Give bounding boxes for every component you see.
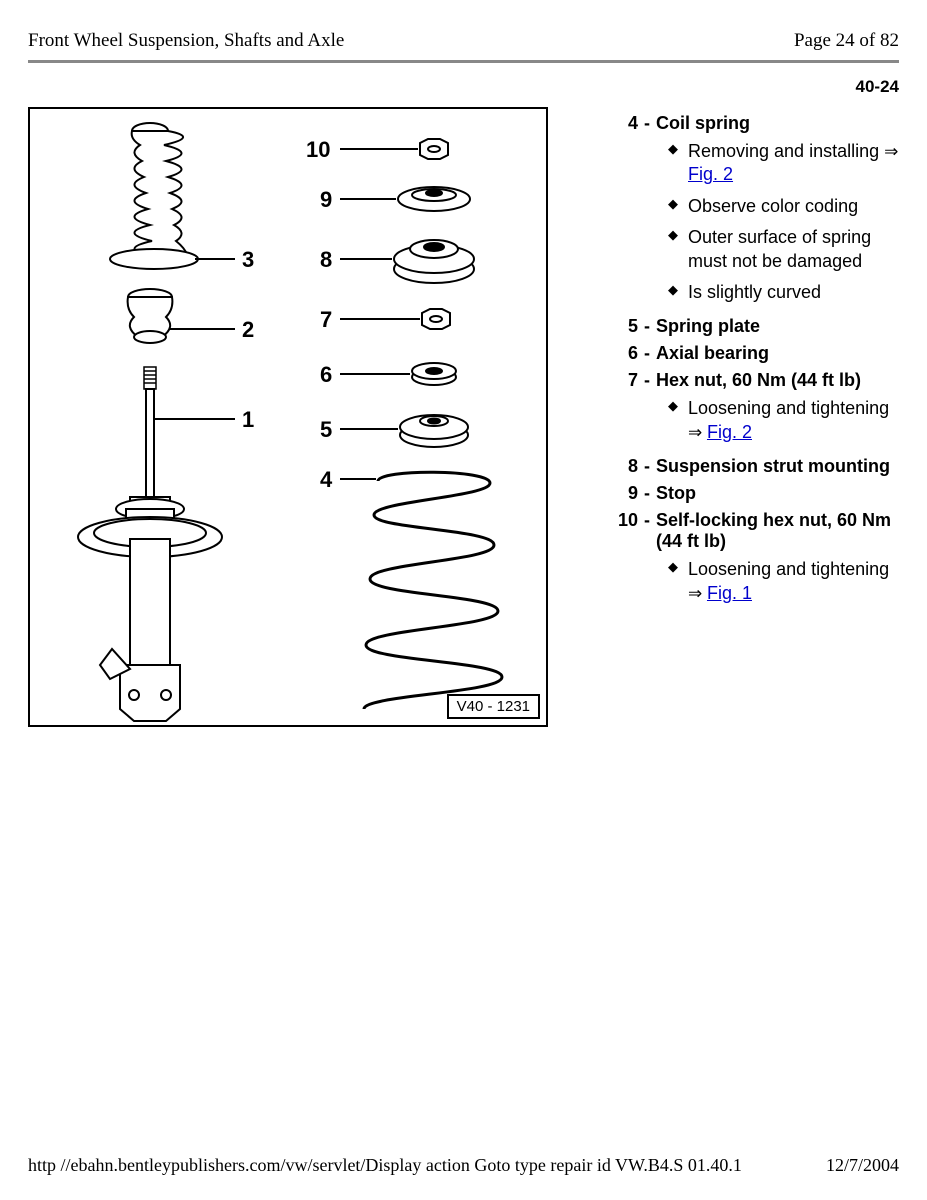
parts-list-item: 9-Stop (610, 483, 899, 504)
callout-4: 4 (320, 467, 333, 492)
item-number: 10 (610, 510, 644, 552)
footer-url: http //ebahn.bentleypublishers.com/vw/se… (28, 1155, 742, 1176)
callout-1: 1 (242, 407, 254, 432)
page-header: Front Wheel Suspension, Shafts and Axle … (28, 30, 899, 63)
item-sub-text: Loosening and tightening (688, 398, 889, 418)
item-title: Axial bearing (656, 343, 899, 364)
item-number: 9 (610, 483, 644, 504)
callout-3: 3 (242, 247, 254, 272)
item-sub: Is slightly curved (668, 281, 899, 304)
callout-8: 8 (320, 247, 332, 272)
doc-title: Front Wheel Suspension, Shafts and Axle (28, 30, 344, 52)
section-code: 40-24 (28, 77, 899, 97)
callout-7: 7 (320, 307, 332, 332)
part-10-nut (420, 139, 448, 159)
item-sub-text: Removing and installing (688, 141, 884, 161)
part-7-nut (422, 309, 450, 329)
parts-list-item: 10-Self-locking hex nut, 60 Nm (44 ft lb… (610, 510, 899, 552)
arrow-icon: ⇒ (688, 423, 707, 442)
arrow-icon: ⇒ (884, 142, 898, 161)
figure-link[interactable]: Fig. 2 (707, 422, 752, 442)
item-number: 6 (610, 343, 644, 364)
callout-5: 5 (320, 417, 332, 442)
parts-list-item: 8-Suspension strut mounting (610, 456, 899, 477)
item-number: 4 (610, 113, 644, 134)
item-sub: Outer surface of spring must not be dama… (668, 226, 899, 273)
item-title: Hex nut, 60 Nm (44 ft lb) (656, 370, 899, 391)
item-number: 5 (610, 316, 644, 337)
parts-list-item: 5-Spring plate (610, 316, 899, 337)
parts-list: 4-Coil spring Removing and installing ⇒ F… (610, 107, 899, 617)
item-sub: Loosening and tightening ⇒ Fig. 1 (668, 558, 899, 605)
item-sublist: Loosening and tightening ⇒ Fig. 1 (668, 558, 899, 605)
item-title: Coil spring (656, 113, 899, 134)
page-number: Page 24 of 82 (794, 30, 899, 52)
footer-date: 12/7/2004 (826, 1155, 899, 1176)
item-sub-text: Is slightly curved (688, 282, 821, 302)
item-sub-text: Loosening and tightening (688, 559, 889, 579)
callout-10: 10 (306, 137, 330, 162)
callout-6: 6 (320, 362, 332, 387)
part-5-spring-plate (400, 415, 468, 447)
part-1-strut (78, 367, 222, 721)
item-title: Suspension strut mounting (656, 456, 899, 477)
item-title: Stop (656, 483, 899, 504)
item-sub: Observe color coding (668, 195, 899, 218)
figure-link[interactable]: Fig. 2 (688, 164, 733, 184)
callout-9: 9 (320, 187, 332, 212)
item-number: 7 (610, 370, 644, 391)
parts-list-item: 6-Axial bearing (610, 343, 899, 364)
item-sub: Removing and installing ⇒ Fig. 2 (668, 140, 899, 187)
part-6-bearing (412, 363, 456, 385)
parts-list-item: 7-Hex nut, 60 Nm (44 ft lb) (610, 370, 899, 391)
item-sub-text: Observe color coding (688, 196, 858, 216)
item-sublist: Loosening and tightening ⇒ Fig. 2 (668, 397, 899, 444)
item-sublist: Removing and installing ⇒ Fig. 2 Observe … (668, 140, 899, 304)
part-2-bump-stop (128, 289, 173, 343)
part-3-boot (110, 123, 198, 269)
diagram-id: V40 - 1231 (447, 694, 540, 719)
item-number: 8 (610, 456, 644, 477)
figure-link[interactable]: Fig. 1 (707, 583, 752, 603)
item-sub-text: Outer surface of spring must not be dama… (688, 227, 871, 270)
part-9-stop (398, 187, 470, 211)
parts-list-item: 4-Coil spring (610, 113, 899, 134)
item-title: Spring plate (656, 316, 899, 337)
page-footer: http //ebahn.bentleypublishers.com/vw/se… (28, 1155, 899, 1176)
exploded-diagram: 3 2 1 10 9 8 7 6 5 4 V40 - 1231 (28, 107, 548, 727)
item-sub: Loosening and tightening ⇒ Fig. 2 (668, 397, 899, 444)
part-4-coil-spring (364, 472, 502, 709)
arrow-icon: ⇒ (688, 584, 707, 603)
item-title: Self-locking hex nut, 60 Nm (44 ft lb) (656, 510, 899, 552)
part-8-mounting (394, 240, 474, 283)
callout-2: 2 (242, 317, 254, 342)
